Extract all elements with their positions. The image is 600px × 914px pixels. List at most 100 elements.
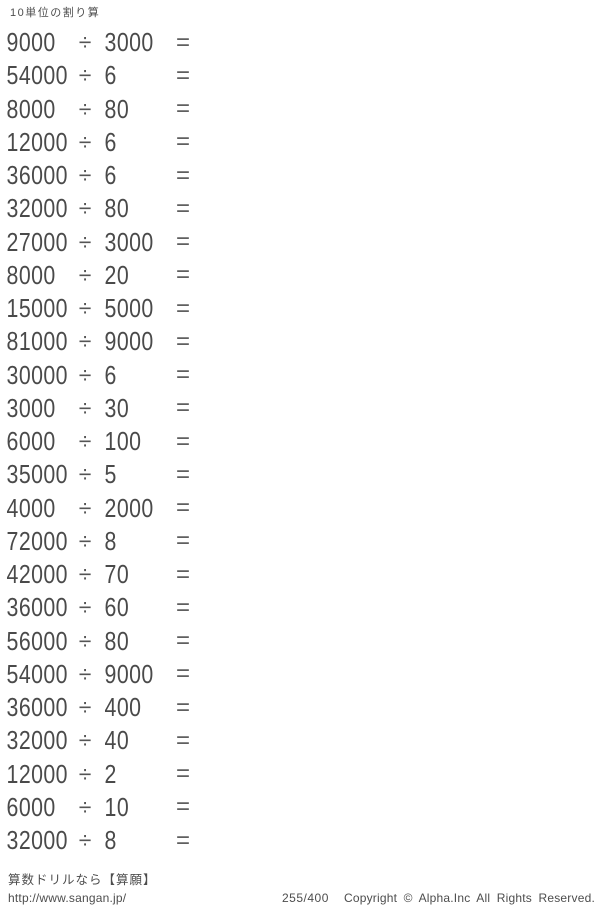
- answer-blank: [212, 625, 600, 658]
- equals-sign: =: [176, 394, 190, 422]
- equals-sign: =: [176, 760, 190, 788]
- dividend: 27000: [6, 226, 68, 257]
- answer-blank: [212, 93, 600, 126]
- answer-blank: [212, 292, 600, 325]
- divisor: 6: [104, 359, 117, 390]
- dividend: 36000: [6, 592, 68, 623]
- equals-sign: =: [176, 228, 190, 256]
- dividend: 54000: [6, 658, 68, 689]
- answer-blank: [212, 558, 600, 591]
- problem-row: 56000 ÷ 80 =: [0, 625, 600, 658]
- problem-row: 32000 ÷ 80 =: [0, 192, 600, 225]
- answer-blank: [212, 392, 600, 425]
- answer-blank: [212, 492, 600, 525]
- equals-sign: =: [176, 361, 190, 389]
- answer-blank: [212, 192, 600, 225]
- divisor: 80: [104, 93, 130, 124]
- divisor: 8: [104, 525, 117, 556]
- equals-sign: =: [176, 726, 190, 754]
- divide-sign: ÷: [78, 494, 92, 521]
- divide-sign: ÷: [78, 328, 92, 355]
- divide-sign: ÷: [78, 727, 92, 754]
- divisor: 3000: [104, 27, 154, 58]
- answer-blank: [212, 126, 600, 159]
- dividend: 32000: [6, 825, 68, 856]
- problem-row: 54000 ÷ 6 =: [0, 59, 600, 92]
- divide-sign: ÷: [78, 561, 92, 588]
- divisor: 2: [104, 758, 117, 789]
- dividend: 15000: [6, 293, 68, 324]
- problem-row: 8000 ÷ 80 =: [0, 93, 600, 126]
- divide-sign: ÷: [78, 627, 92, 654]
- answer-blank: [212, 59, 600, 92]
- dividend: 4000: [6, 492, 56, 523]
- divisor: 3000: [104, 226, 154, 257]
- answer-blank: [212, 325, 600, 358]
- problem-row: 72000 ÷ 8 =: [0, 525, 600, 558]
- dividend: 6000: [6, 791, 56, 822]
- divisor: 5: [104, 459, 117, 490]
- divisor: 80: [104, 625, 130, 656]
- equals-sign: =: [176, 261, 190, 289]
- problem-row: 6000 ÷ 10 =: [0, 791, 600, 824]
- divisor: 5000: [104, 293, 154, 324]
- dividend: 35000: [6, 459, 68, 490]
- answer-blank: [212, 691, 600, 724]
- divide-sign: ÷: [78, 295, 92, 322]
- divide-sign: ÷: [78, 760, 92, 787]
- problem-row: 36000 ÷ 6 =: [0, 159, 600, 192]
- divide-sign: ÷: [78, 261, 92, 288]
- divide-sign: ÷: [78, 162, 92, 189]
- divisor: 6: [104, 60, 117, 91]
- divide-sign: ÷: [78, 694, 92, 721]
- divide-sign: ÷: [78, 128, 92, 155]
- dividend: 12000: [6, 126, 68, 157]
- divide-sign: ÷: [78, 29, 92, 56]
- equals-sign: =: [176, 494, 190, 522]
- divisor: 70: [104, 559, 130, 590]
- equals-sign: =: [176, 28, 190, 56]
- divisor: 9000: [104, 658, 154, 689]
- divisor: 60: [104, 592, 130, 623]
- equals-sign: =: [176, 427, 190, 455]
- problem-row: 4000 ÷ 2000 =: [0, 492, 600, 525]
- equals-sign: =: [176, 793, 190, 821]
- dividend: 72000: [6, 525, 68, 556]
- problem-row: 35000 ÷ 5 =: [0, 458, 600, 491]
- equals-sign: =: [176, 826, 190, 854]
- divisor: 6: [104, 126, 117, 157]
- divide-sign: ÷: [78, 594, 92, 621]
- problem-row: 30000 ÷ 6 =: [0, 359, 600, 392]
- divide-sign: ÷: [78, 660, 92, 687]
- worksheet-title: 10単位の割り算: [10, 7, 101, 19]
- answer-blank: [212, 591, 600, 624]
- problem-row: 32000 ÷ 40 =: [0, 724, 600, 757]
- divide-sign: ÷: [78, 195, 92, 222]
- answer-blank: [212, 425, 600, 458]
- footer-url: http://www.sangan.jp/: [8, 891, 127, 905]
- dividend: 8000: [6, 93, 56, 124]
- dividend: 6000: [6, 426, 56, 457]
- footer-copyright: Copyright © Alpha.Inc All Rights Reserve…: [343, 891, 595, 905]
- divide-sign: ÷: [78, 394, 92, 421]
- answer-blank: [212, 658, 600, 691]
- problem-row: 54000 ÷ 9000 =: [0, 658, 600, 691]
- problem-row: 36000 ÷ 60 =: [0, 591, 600, 624]
- divide-sign: ÷: [78, 827, 92, 854]
- answer-blank: [212, 159, 600, 192]
- footer-line: http://www.sangan.jp/ 255/400 Copyright …: [0, 891, 600, 909]
- equals-sign: =: [176, 61, 190, 89]
- divisor: 80: [104, 193, 130, 224]
- divide-sign: ÷: [78, 428, 92, 455]
- problem-row: 15000 ÷ 5000 =: [0, 292, 600, 325]
- answer-blank: [212, 724, 600, 757]
- divisor: 2000: [104, 492, 154, 523]
- problem-row: 6000 ÷ 100 =: [0, 425, 600, 458]
- divisor: 400: [104, 692, 142, 723]
- equals-sign: =: [176, 593, 190, 621]
- problem-list: 9000 ÷ 3000 = 54000 ÷ 6 = 8000 ÷ 80 = 12…: [0, 26, 600, 857]
- equals-sign: =: [176, 161, 190, 189]
- equals-sign: =: [176, 460, 190, 488]
- equals-sign: =: [176, 327, 190, 355]
